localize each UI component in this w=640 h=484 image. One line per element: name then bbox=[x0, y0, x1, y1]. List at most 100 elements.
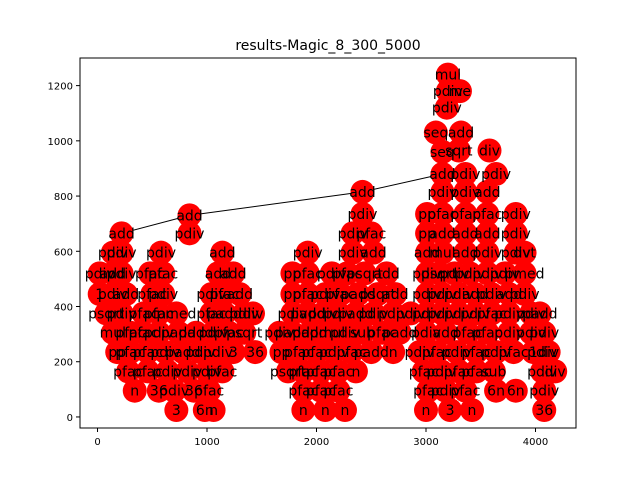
tree-node bbox=[444, 340, 469, 365]
tree-node bbox=[350, 179, 375, 204]
node-label: pfac bbox=[207, 364, 237, 380]
tree-node bbox=[479, 282, 504, 307]
tree-node bbox=[435, 62, 460, 87]
tree-node bbox=[446, 359, 471, 384]
node-label: pdiv bbox=[338, 246, 368, 262]
tree-node bbox=[459, 398, 484, 423]
tree-node bbox=[503, 378, 528, 403]
tree-node bbox=[453, 221, 478, 246]
tree-node bbox=[149, 240, 174, 265]
node-label: psqrt bbox=[226, 326, 263, 342]
tree-node bbox=[280, 320, 305, 345]
tree-node bbox=[352, 261, 377, 286]
node-label: 3 bbox=[229, 345, 238, 361]
tree-node bbox=[339, 340, 364, 365]
tree-node bbox=[210, 240, 235, 265]
tree-node bbox=[532, 378, 557, 403]
node-label: pdiv bbox=[146, 246, 176, 262]
node-label: pfac bbox=[453, 326, 483, 342]
node-label: 36 bbox=[246, 345, 264, 361]
tree-node bbox=[184, 320, 209, 345]
tree-node bbox=[240, 301, 265, 326]
node-label: div bbox=[545, 364, 566, 380]
node-label: pfac bbox=[461, 364, 491, 380]
tree-node bbox=[407, 340, 432, 365]
tree-node bbox=[295, 261, 320, 286]
node-label: pfac bbox=[326, 287, 356, 303]
tree-node bbox=[446, 301, 471, 326]
tree-node bbox=[383, 282, 408, 307]
node-label: psqrt bbox=[88, 306, 125, 322]
x-axis: 0 1000 2000 3000 4000 bbox=[94, 428, 548, 448]
tree-node bbox=[109, 221, 134, 246]
node-label: pfac bbox=[128, 306, 158, 322]
tree-node bbox=[359, 340, 384, 365]
node-label: div bbox=[538, 345, 559, 361]
tree-node bbox=[475, 221, 500, 246]
node-label: mul bbox=[100, 326, 126, 342]
plot-frame bbox=[79, 57, 577, 429]
tree-node bbox=[175, 359, 200, 384]
tree-node bbox=[326, 359, 351, 384]
node-label: pfac bbox=[461, 345, 491, 361]
node-label: padd bbox=[292, 326, 327, 342]
tree-node bbox=[269, 340, 294, 365]
node-label: pfac bbox=[323, 364, 353, 380]
tree-node bbox=[503, 202, 528, 227]
tree-node bbox=[295, 282, 320, 307]
node-label: pdiv bbox=[330, 326, 360, 342]
tree-node bbox=[512, 282, 537, 307]
tree-node bbox=[188, 340, 213, 365]
tree-node bbox=[475, 179, 500, 204]
node-label: pdiv bbox=[264, 326, 294, 342]
tree-node bbox=[304, 340, 329, 365]
tree-node bbox=[153, 340, 178, 365]
node-label: n bbox=[209, 403, 218, 419]
tree-node bbox=[151, 261, 176, 286]
node-label: pdiv bbox=[175, 226, 205, 242]
tree-edge bbox=[189, 191, 363, 216]
node-label: padd bbox=[522, 306, 557, 322]
node-label: pfac bbox=[214, 326, 244, 342]
node-label: sqrt bbox=[445, 144, 473, 160]
tree-node bbox=[361, 301, 386, 326]
node-label: padd bbox=[178, 326, 213, 342]
node-label: pfac bbox=[288, 364, 318, 380]
tree-node bbox=[162, 378, 187, 403]
node-label: add bbox=[113, 287, 139, 303]
tree-node bbox=[446, 282, 471, 307]
node-label: add bbox=[429, 167, 455, 183]
node-label: pdiv bbox=[477, 287, 507, 303]
node-label: pdiv bbox=[411, 326, 441, 342]
node-label: pfac bbox=[422, 345, 452, 361]
node-label: pdiv bbox=[107, 266, 137, 282]
node-label: pdiv bbox=[159, 384, 189, 400]
tree-node bbox=[463, 282, 488, 307]
node-label: padd bbox=[354, 345, 389, 361]
tree-node bbox=[481, 359, 506, 384]
tree-node bbox=[492, 261, 517, 286]
tree-node bbox=[433, 378, 458, 403]
node-label: pfac bbox=[293, 287, 323, 303]
node-label: seq bbox=[423, 126, 448, 142]
node-label: dvt bbox=[513, 246, 536, 262]
tree-node bbox=[503, 221, 528, 246]
tree-node bbox=[232, 320, 257, 345]
node-label: pdiv bbox=[277, 306, 307, 322]
tree-node bbox=[447, 79, 472, 104]
tree-node bbox=[497, 320, 522, 345]
tree-node bbox=[453, 378, 478, 403]
tree-node bbox=[430, 179, 455, 204]
node-label: padd bbox=[275, 326, 310, 342]
node-label: pfac bbox=[336, 345, 366, 361]
tree-node bbox=[155, 359, 180, 384]
tree-node bbox=[291, 359, 316, 384]
node-label: pdiv bbox=[319, 345, 349, 361]
tree-node bbox=[313, 398, 338, 423]
tree-node bbox=[411, 359, 436, 384]
node-label: pdiv bbox=[529, 326, 559, 342]
node-label: pp bbox=[418, 207, 436, 223]
node-label: add bbox=[433, 326, 459, 342]
node-label: padd bbox=[338, 306, 373, 322]
